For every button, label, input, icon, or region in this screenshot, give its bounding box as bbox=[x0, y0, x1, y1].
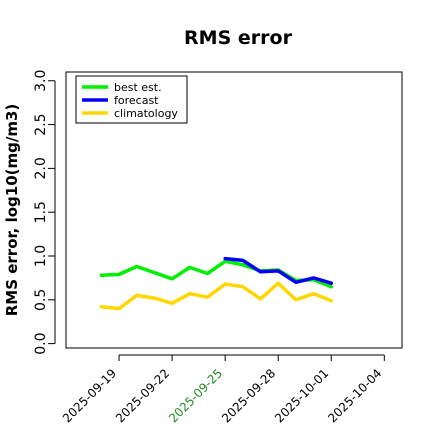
y-tick-label: 1.5 bbox=[33, 201, 49, 223]
y-tick-label: 2.5 bbox=[33, 113, 49, 135]
y-axis-label: RMS error, log10(mg/m3) bbox=[3, 104, 21, 317]
x-tick-label: 2025-09-25 bbox=[166, 366, 225, 425]
x-tick-label: 2025-10-01 bbox=[272, 366, 331, 425]
y-tick-label: 0.0 bbox=[33, 332, 49, 354]
x-tick-label: 2025-10-04 bbox=[325, 366, 384, 425]
x-axis: 2025-09-192025-09-222025-09-252025-09-28… bbox=[60, 354, 385, 425]
series-layer bbox=[99, 256, 334, 311]
y-tick-label: 1.0 bbox=[33, 245, 49, 267]
x-tick-label: 2025-09-28 bbox=[219, 366, 278, 425]
plot-frame bbox=[65, 71, 403, 349]
x-tick-label: 2025-09-19 bbox=[60, 366, 119, 425]
x-tick-label: 2025-09-22 bbox=[113, 366, 172, 425]
y-axis: 0.0 0.5 1.0 1.5 2.0 2.5 3.0 bbox=[33, 70, 56, 355]
chart-title: RMS error bbox=[184, 27, 293, 49]
series-line-climatology bbox=[99, 281, 334, 311]
y-tick-label: 3.0 bbox=[33, 70, 49, 92]
legend-label: best est. bbox=[114, 81, 162, 94]
legend-label: forecast bbox=[114, 94, 159, 107]
legend-label: climatology bbox=[114, 107, 178, 120]
series-line-forecast bbox=[223, 256, 334, 285]
y-tick-label: 0.5 bbox=[33, 289, 49, 311]
y-tick-label: 2.0 bbox=[33, 157, 49, 179]
